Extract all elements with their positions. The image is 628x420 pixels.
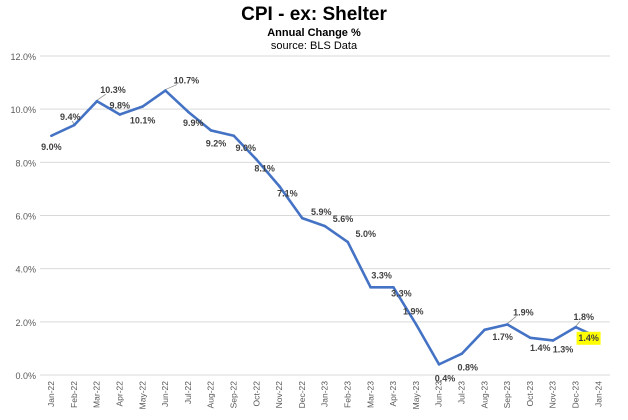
x-tick-label: Feb-23 (343, 381, 353, 408)
chart-title: CPI - ex: Shelter (241, 4, 387, 25)
data-label: 9.0% (41, 142, 62, 152)
data-point (255, 158, 258, 161)
data-label: 10.7% (174, 76, 200, 86)
chart-subtitle: Annual Change % (267, 27, 361, 39)
data-label: 9.9% (183, 118, 204, 128)
data-label: 5.0% (356, 229, 377, 239)
x-tick-label: Feb-22 (69, 381, 79, 408)
data-point (551, 339, 555, 342)
x-tick-label: Oct-22 (251, 381, 261, 407)
data-point (95, 99, 99, 103)
data-label: 1.4% (578, 333, 599, 343)
data-point (164, 89, 167, 92)
y-tick-label: 10.0% (10, 105, 36, 115)
data-label: 1.8% (574, 312, 595, 322)
x-tick-label: Sep-22 (229, 381, 239, 409)
data-label: 1.3% (553, 344, 574, 354)
series-line (50, 89, 600, 366)
y-tick-label: 0.0% (15, 371, 36, 381)
data-point (141, 105, 144, 108)
data-point (72, 123, 76, 127)
data-label: 7.1% (277, 188, 298, 198)
x-tick-label: Dec-22 (297, 381, 307, 409)
x-tick-label: Jan-24 (593, 381, 603, 407)
data-label: 1.7% (492, 332, 513, 342)
x-tick-label: Oct-23 (525, 381, 535, 407)
x-tick-label: Jun-23 (434, 381, 444, 407)
data-point (186, 110, 190, 114)
x-tick-label: Dec-23 (571, 381, 581, 409)
data-label: 1.4% (530, 343, 551, 353)
chart-source: source: BLS Data (270, 40, 358, 52)
leader-line (575, 320, 581, 327)
data-label: 10.3% (100, 85, 126, 95)
y-tick-label: 8.0% (15, 158, 36, 168)
data-label: 9.2% (206, 138, 227, 148)
data-label: 9.8% (110, 100, 131, 110)
data-label: 3.3% (371, 270, 392, 280)
data-point (483, 328, 486, 332)
data-point (392, 285, 395, 289)
data-point (232, 134, 236, 138)
data-label: 0.4% (435, 373, 456, 383)
x-tick-label: May-22 (137, 381, 147, 410)
data-point (300, 216, 304, 220)
data-point (574, 325, 578, 329)
y-tick-label: 12.0% (10, 52, 36, 62)
data-point (346, 240, 350, 244)
last-value-highlight (576, 331, 601, 345)
x-tick-label: Mar-23 (365, 381, 375, 408)
data-point (506, 323, 509, 326)
data-label: 0.8% (458, 363, 479, 373)
x-tick-label: Jul-23 (457, 381, 467, 404)
x-tick-label: Jan-22 (46, 381, 56, 407)
data-point (50, 134, 53, 138)
leader-line (71, 120, 75, 125)
data-label: 1.9% (403, 306, 424, 316)
x-tick-label: Apr-22 (115, 381, 125, 407)
data-label: 3.3% (391, 288, 412, 298)
leader-line (507, 316, 517, 324)
x-tick-label: Aug-23 (479, 381, 489, 409)
data-point (209, 129, 213, 132)
data-point (528, 336, 532, 340)
data-label: 1.9% (513, 307, 534, 317)
x-tick-label: Sep-23 (502, 381, 512, 409)
y-tick-label: 6.0% (15, 212, 36, 222)
data-point (369, 285, 372, 289)
y-tick-label: 4.0% (15, 265, 36, 275)
y-tick-label: 2.0% (15, 318, 36, 328)
x-tick-label: Jun-22 (160, 381, 170, 407)
data-label: 9.4% (60, 112, 81, 122)
x-tick-label: Mar-22 (92, 381, 102, 408)
data-label: 5.9% (311, 207, 332, 217)
x-tick-label: Jan-23 (320, 381, 330, 407)
data-point (414, 323, 418, 326)
data-point (278, 184, 281, 188)
x-tick-label: May-23 (411, 381, 421, 410)
data-point (437, 363, 441, 366)
data-label: 8.1% (254, 164, 275, 174)
data-label: 10.1% (130, 116, 156, 126)
x-tick-label: Nov-22 (274, 381, 284, 409)
data-point (460, 352, 464, 356)
x-tick-label: Apr-23 (388, 381, 398, 407)
x-tick-label: Nov-23 (548, 381, 558, 409)
x-tick-label: Aug-22 (206, 381, 216, 409)
data-point (323, 224, 327, 228)
leader-line (96, 93, 107, 101)
data-label: 5.6% (333, 214, 354, 224)
leader-line (165, 84, 178, 90)
data-point (118, 113, 122, 116)
x-tick-label: Jul-22 (183, 381, 193, 404)
data-label: 9.0% (236, 143, 257, 153)
